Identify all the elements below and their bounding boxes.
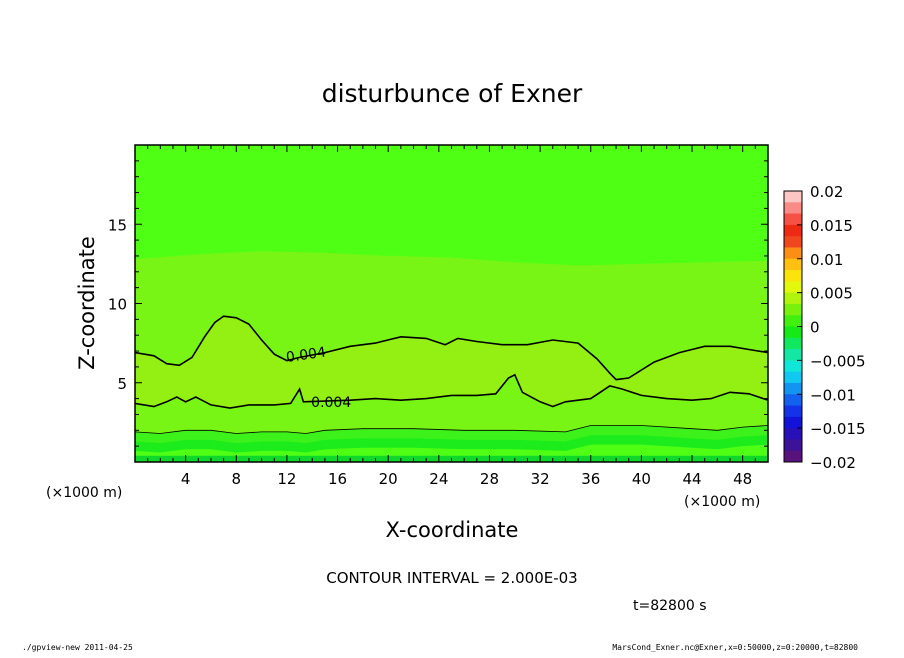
- x-unit-right: (×1000 m): [684, 494, 760, 510]
- colorbar-swatch: [784, 258, 802, 271]
- contour-line-2: [134, 425, 769, 434]
- y-tick-label: 15: [108, 216, 127, 234]
- colorbar-swatch: [784, 315, 802, 327]
- fill-band-lower: [135, 374, 768, 434]
- y-tick-labels: 5 10 15: [108, 216, 127, 393]
- colorbar-label: 0.02: [810, 183, 843, 201]
- colorbar-label: −0.02: [810, 454, 856, 472]
- colorbar-swatch: [784, 337, 802, 350]
- colorbar-swatch: [784, 382, 802, 395]
- colorbar-label: −0.005: [810, 352, 866, 370]
- colorbar-swatch: [784, 416, 802, 429]
- x-tick-labels: 4 8 12 16 20 24 28 32 36 40 44 48: [181, 470, 752, 488]
- x-tick-label: 44: [682, 470, 701, 488]
- colorbar-swatch: [784, 394, 802, 407]
- x-tick-label: 24: [429, 470, 448, 488]
- x-tick-label: 4: [181, 470, 191, 488]
- plot-area: 0.004 0.004: [134, 144, 769, 463]
- colorbar-swatch: [784, 202, 802, 215]
- colorbar-swatch: [784, 281, 802, 294]
- contour-label-1: 0.004: [311, 395, 351, 411]
- colorbar-label: −0.01: [810, 386, 856, 404]
- contour-line-0: [134, 315, 769, 381]
- x-tick-label: 12: [277, 470, 296, 488]
- colorbar-label: 0: [810, 319, 820, 337]
- colorbar-label: 0.01: [810, 251, 843, 269]
- fill-band-upper: [135, 251, 768, 380]
- time-text: t=82800 s: [633, 598, 707, 614]
- colorbar-swatch: [784, 428, 802, 440]
- x-unit-left: (×1000 m): [46, 485, 122, 501]
- colorbar-label: −0.015: [810, 420, 866, 438]
- colorbar-labels: 0.02 0.015 0.01 0.005 0 −0.005 −0.01 −0.015 −0.0…: [810, 183, 866, 472]
- x-tick-label: 20: [379, 470, 398, 488]
- contour-line-1: [134, 373, 769, 409]
- colorbar-swatch: [784, 236, 802, 248]
- colorbar-swatch: [784, 191, 802, 203]
- colorbar-swatch: [784, 360, 802, 373]
- x-tick-label: 16: [328, 470, 347, 488]
- colorbar-swatch: [784, 349, 802, 361]
- footer-left: ./gpview-new 2011-04-25: [22, 643, 133, 652]
- colorbar-swatch: [784, 439, 802, 452]
- colorbar-swatch: [784, 224, 802, 237]
- x-tick-label: 40: [632, 470, 651, 488]
- x-tick-label: 32: [531, 470, 550, 488]
- footer-right: MarsCond_Exner.nc@Exner,x=0:50000,z=0:20…: [612, 643, 858, 652]
- x-tick-label: 36: [581, 470, 600, 488]
- fill-band-ground-2: [135, 435, 768, 453]
- colorbar-swatch: [784, 405, 802, 418]
- colorbar-swatch: [784, 371, 802, 384]
- x-tick-label: 28: [480, 470, 499, 488]
- x-tick-label: 48: [733, 470, 752, 488]
- colorbar-label: 0.005: [810, 285, 853, 303]
- colorbar-swatch: [784, 270, 802, 282]
- colorbar-swatch: [784, 292, 802, 305]
- contour-label-0: 0.004: [285, 344, 327, 365]
- x-axis-label: X-coordinate: [386, 518, 519, 542]
- colorbar-label: 0.015: [810, 217, 853, 235]
- contour-interval-text: CONTOUR INTERVAL = 2.000E-03: [326, 569, 577, 587]
- colorbar-swatch: [784, 213, 802, 226]
- y-tick-label: 5: [117, 375, 127, 393]
- colorbar: [783, 190, 803, 463]
- chart-title: disturbunce of Exner: [322, 79, 583, 108]
- colorbar-swatch: [784, 247, 802, 260]
- colorbar-swatch: [784, 303, 802, 316]
- fill-band-ground-1: [135, 425, 768, 443]
- y-axis-label: Z-coordinate: [75, 236, 99, 370]
- colorbar-swatch: [784, 450, 802, 463]
- x-tick-label: 8: [232, 470, 242, 488]
- colorbar-swatch: [784, 326, 802, 339]
- y-tick-label: 10: [108, 296, 127, 314]
